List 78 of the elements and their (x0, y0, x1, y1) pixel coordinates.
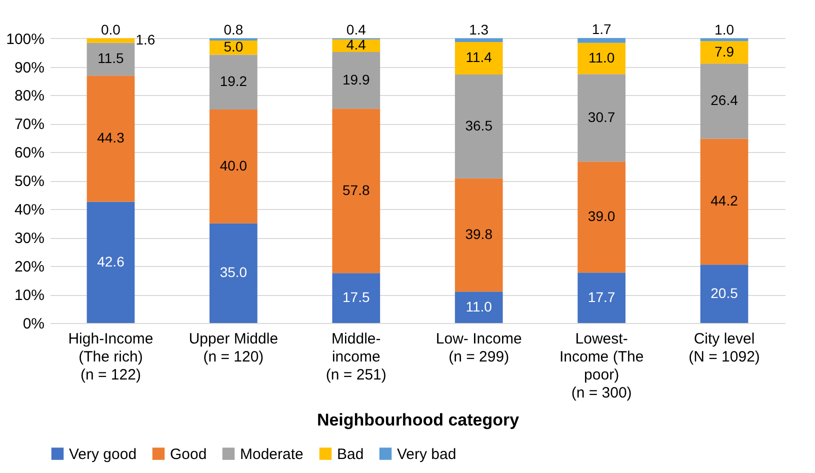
data-label: 35.0 (220, 264, 248, 280)
x-tick-label: City level (N = 1092) (688, 330, 760, 366)
x-tick-label: Low- Income (n = 299) (436, 330, 522, 366)
data-label: 39.0 (588, 208, 616, 224)
bar (454, 292, 503, 323)
data-label: 39.8 (465, 226, 493, 242)
bar (578, 272, 626, 323)
bar (86, 38, 135, 43)
data-label: 0.0 (101, 21, 121, 38)
bar (578, 38, 626, 43)
bar (210, 54, 258, 110)
y-tick-label: 70% (14, 116, 44, 134)
data-label: 1.3 (469, 21, 489, 38)
legend-label: Good (170, 446, 207, 463)
data-label: 5.0 (224, 38, 244, 55)
data-label: 44.3 (97, 130, 125, 146)
data-label: 42.6 (97, 253, 125, 270)
x-tick-label: High-Income (The rich) (n = 122) (68, 330, 154, 384)
bar (700, 64, 748, 139)
bar (86, 76, 135, 202)
data-label: 17.5 (342, 289, 370, 306)
data-label: 1.7 (592, 21, 612, 37)
data-label: 36.5 (465, 117, 493, 134)
data-label: 19.2 (220, 73, 248, 90)
bar (700, 138, 748, 265)
data-label: 0.4 (346, 21, 366, 38)
x-tick-label: Upper Middle (n = 120) (188, 330, 278, 366)
bar (578, 74, 626, 162)
data-label: 11.4 (466, 49, 492, 66)
bar (578, 42, 626, 74)
data-label: 44.2 (710, 192, 738, 209)
legend-label: Very bad (397, 446, 456, 463)
y-tick-label: 30% (14, 230, 44, 248)
bar (332, 52, 380, 109)
data-label: 17.7 (588, 288, 616, 305)
bar (454, 178, 503, 292)
y-tick-label: 40% (14, 202, 44, 219)
data-label: 20.5 (710, 284, 738, 301)
bar (332, 273, 380, 323)
bar (210, 109, 258, 224)
data-label: 30.7 (588, 108, 616, 125)
bar (86, 202, 135, 323)
bar (454, 74, 503, 178)
y-tick-label: 10% (14, 287, 44, 304)
y-tick-label: 0% (22, 316, 44, 332)
bar (700, 264, 748, 323)
legend-label: Very good (69, 446, 137, 463)
legend-label: Bad (337, 446, 364, 463)
data-label: 4.4 (346, 36, 366, 53)
data-label: 19.9 (342, 71, 370, 88)
bar (210, 40, 258, 55)
data-label: 57.8 (342, 182, 370, 198)
y-tick-label: 60% (14, 144, 44, 162)
y-tick-label: 50% (14, 173, 44, 190)
data-label: 11.5 (98, 50, 124, 66)
x-axis-title: Neighbourhood category (316, 410, 520, 430)
y-tick-label: 90% (14, 59, 44, 76)
y-tick-label: 100% (6, 30, 44, 48)
x-tick-label: Middle- income (n = 251) (326, 330, 386, 384)
data-label: 26.4 (710, 92, 738, 108)
data-label: 40.0 (220, 157, 248, 174)
data-label: 0.8 (224, 21, 244, 38)
data-label: 7.9 (714, 43, 734, 60)
data-label: 1.0 (714, 21, 734, 38)
data-label: 11.0 (466, 298, 492, 314)
bar (454, 38, 503, 42)
bar (210, 223, 258, 323)
legend-label: Moderate (240, 446, 304, 463)
bar (700, 41, 748, 64)
bar (454, 42, 503, 74)
y-tick-label: 80% (14, 88, 44, 105)
data-label: 1.6 (136, 32, 156, 48)
bar (578, 162, 626, 273)
x-tick-label: Lowest- Income (The poor) (n = 300) (559, 330, 644, 402)
bar (332, 108, 380, 274)
data-label: 11.0 (588, 50, 615, 66)
bar (86, 42, 135, 76)
y-tick-label: 20% (14, 258, 44, 276)
